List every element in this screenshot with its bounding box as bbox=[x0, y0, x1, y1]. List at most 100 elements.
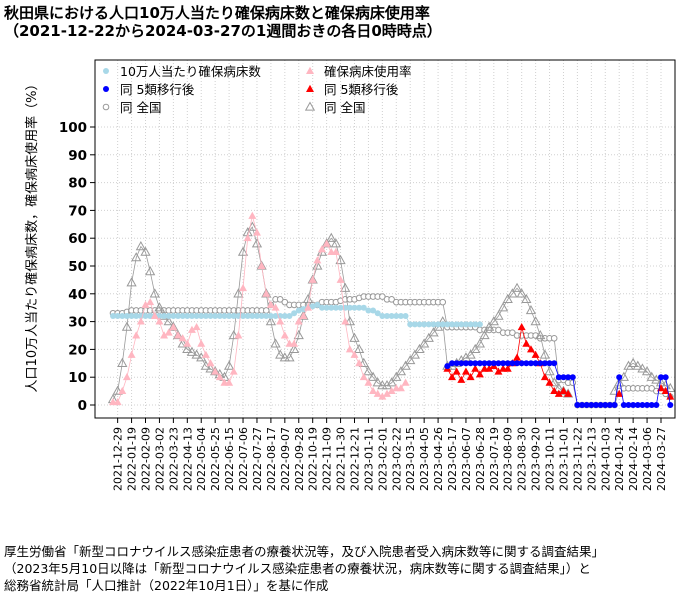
data-point bbox=[121, 321, 133, 331]
data-point bbox=[257, 261, 266, 269]
data-point bbox=[606, 402, 613, 408]
chart-subtitle: （2021-12-22から2024-03-27の1週間おきの各日0時時点） bbox=[4, 22, 442, 40]
x-tick-label: 2022-11-09 bbox=[321, 427, 334, 491]
data-point bbox=[201, 350, 210, 358]
x-tick-label: 2022-07-06 bbox=[237, 427, 250, 491]
x-tick-label: 2023-03-15 bbox=[404, 427, 417, 491]
x-tick-label: 2022-02-09 bbox=[140, 427, 153, 491]
data-point bbox=[230, 313, 237, 320]
data-point bbox=[414, 343, 425, 354]
series-line bbox=[113, 215, 406, 403]
data-point bbox=[117, 357, 128, 367]
legend-label: 同 全国 bbox=[120, 100, 161, 115]
data-point bbox=[466, 373, 475, 381]
data-point bbox=[314, 301, 321, 308]
data-point bbox=[141, 300, 150, 308]
data-point bbox=[583, 402, 590, 408]
data-point bbox=[150, 311, 159, 319]
data-point bbox=[367, 371, 379, 381]
data-point bbox=[271, 303, 280, 311]
data-point bbox=[539, 349, 551, 359]
data-point bbox=[662, 374, 669, 381]
data-point bbox=[490, 360, 497, 367]
data-point bbox=[295, 307, 302, 314]
data-point bbox=[574, 402, 581, 408]
data-point bbox=[146, 297, 155, 306]
data-point bbox=[486, 360, 493, 367]
data-point bbox=[128, 313, 135, 320]
data-point bbox=[177, 338, 188, 348]
x-tick-label: 2021-12-29 bbox=[112, 427, 125, 491]
data-point bbox=[388, 313, 395, 320]
data-point bbox=[411, 321, 418, 328]
data-point bbox=[126, 277, 137, 287]
data-point bbox=[493, 310, 504, 320]
data-point bbox=[569, 374, 576, 381]
data-point bbox=[523, 360, 530, 367]
series-line bbox=[112, 226, 569, 400]
data-point bbox=[379, 293, 386, 300]
y-tick-label: 50 bbox=[68, 259, 87, 275]
y-axis-label: 人口10万人当たり確保病床数，確保病床使用率（%） bbox=[24, 78, 40, 393]
data-point bbox=[500, 360, 507, 367]
data-point bbox=[276, 296, 284, 303]
data-point bbox=[161, 313, 168, 320]
data-point bbox=[453, 360, 460, 367]
data-point bbox=[537, 360, 544, 367]
data-point bbox=[462, 360, 469, 367]
data-point bbox=[317, 245, 326, 253]
source-note-line2: （2023年5月10日以降は「新型コロナウイルス感染症患者の療養状況，病床数等に… bbox=[4, 561, 591, 576]
data-point bbox=[344, 316, 355, 326]
data-point bbox=[532, 360, 539, 367]
data-point bbox=[620, 402, 627, 408]
grid-lines bbox=[95, 60, 675, 418]
x-tick-label: 2022-06-15 bbox=[223, 427, 236, 491]
data-point bbox=[374, 310, 381, 317]
data-point bbox=[154, 302, 165, 312]
x-tick-label: 2022-09-28 bbox=[293, 427, 306, 491]
data-point bbox=[163, 316, 174, 326]
data-point bbox=[400, 360, 411, 370]
x-tick-label: 2022-07-27 bbox=[251, 427, 264, 491]
y-tick-label: 90 bbox=[68, 148, 87, 164]
chart-title: 秋田県における人口10万人当たり確保病床数と確保病床使用率 bbox=[4, 4, 430, 22]
data-point bbox=[467, 321, 474, 328]
data-point bbox=[651, 374, 662, 384]
data-point bbox=[634, 402, 641, 408]
data-point bbox=[639, 402, 646, 408]
data-point bbox=[262, 289, 271, 297]
x-tick-label: 2023-11-01 bbox=[557, 427, 570, 491]
data-point bbox=[402, 313, 409, 320]
data-point bbox=[248, 211, 257, 219]
data-point bbox=[381, 380, 393, 390]
data-point bbox=[558, 385, 569, 395]
data-point bbox=[435, 321, 442, 328]
data-point bbox=[174, 331, 183, 339]
x-tick-label: 2023-06-07 bbox=[460, 427, 473, 491]
x-tick-label: 2023-12-13 bbox=[585, 427, 598, 491]
data-point bbox=[513, 353, 522, 361]
source-note-line1: 厚生労働省「新型コロナウイルス感染症患者の療養状況等，及び入院患者受入病床数等に… bbox=[4, 544, 605, 559]
data-point bbox=[448, 373, 457, 381]
data-point bbox=[145, 266, 156, 276]
data-point bbox=[312, 260, 323, 270]
data-point bbox=[401, 378, 410, 386]
data-point bbox=[326, 232, 337, 242]
data-point bbox=[281, 298, 289, 306]
data-point bbox=[261, 288, 272, 298]
data-point bbox=[623, 360, 634, 370]
legend-label: 同 5類移行後 bbox=[120, 82, 195, 97]
data-point bbox=[474, 338, 486, 348]
data-point bbox=[345, 345, 354, 353]
series-line bbox=[614, 362, 671, 392]
data-point bbox=[550, 334, 558, 342]
data-point bbox=[632, 360, 643, 370]
data-point bbox=[281, 313, 288, 320]
legend-label: 同 5類移行後 bbox=[324, 82, 399, 97]
data-point bbox=[495, 326, 502, 334]
x-tick-label: 2022-04-13 bbox=[181, 427, 194, 491]
data-point bbox=[365, 307, 372, 314]
data-point bbox=[331, 247, 340, 256]
x-tick-label: 2023-08-30 bbox=[516, 427, 529, 491]
data-point bbox=[481, 360, 488, 367]
